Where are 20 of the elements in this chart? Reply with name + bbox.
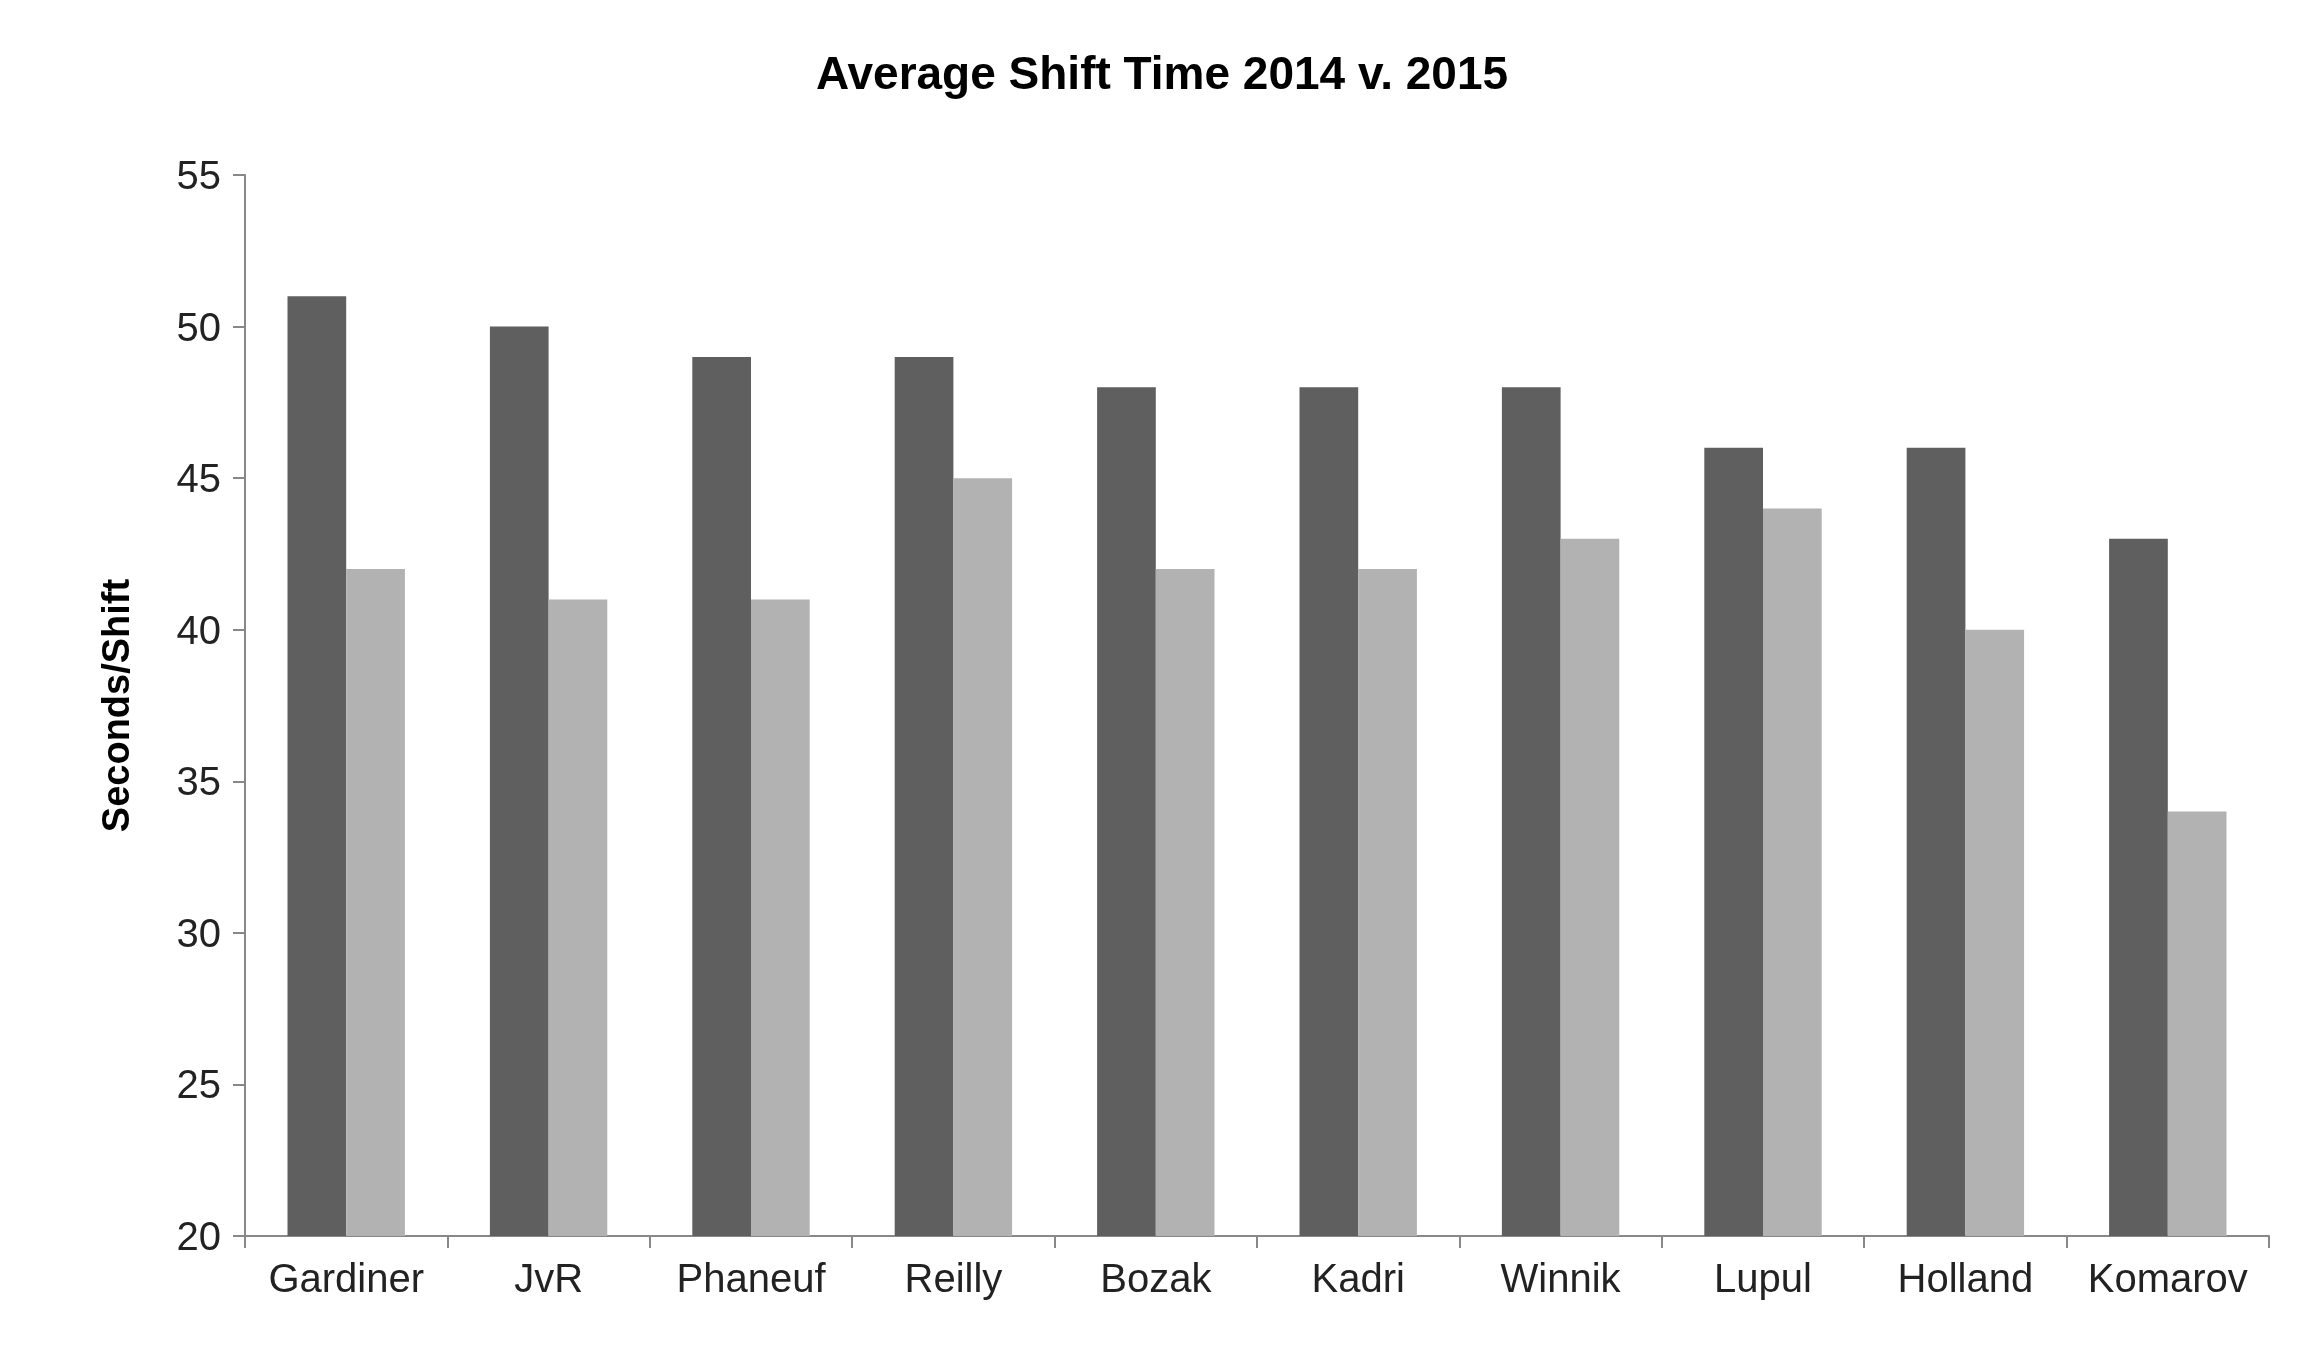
y-axis-title: Seconds/Shift (95, 578, 137, 833)
y-tick-label: 30 (176, 910, 221, 955)
x-tick-label: Kadri (1311, 1256, 1405, 1300)
y-tick-label: 55 (176, 153, 221, 197)
y-tick-label: 20 (176, 1214, 221, 1258)
y-tick-label: 35 (176, 759, 221, 804)
x-tick-label: Gardiner (268, 1256, 425, 1300)
x-tick-label: Holland (1897, 1256, 2034, 1300)
x-tick-label: Komarov (2087, 1256, 2248, 1300)
x-tick-label: JvR (514, 1256, 584, 1300)
y-tick-label: 25 (176, 1062, 221, 1107)
x-tick-label: Winnik (1500, 1256, 1622, 1300)
y-tick-label: 50 (176, 304, 221, 349)
x-tick-label: Bozak (1100, 1256, 1213, 1300)
y-tick-label: 45 (176, 456, 221, 501)
chart-title: Average Shift Time 2014 v. 2015 (815, 47, 1509, 99)
x-tick-label: Phaneuf (676, 1256, 827, 1300)
x-tick-label: Lupul (1714, 1256, 1812, 1300)
x-tick-label: Reilly (904, 1256, 1003, 1300)
y-tick-label: 40 (176, 607, 221, 652)
